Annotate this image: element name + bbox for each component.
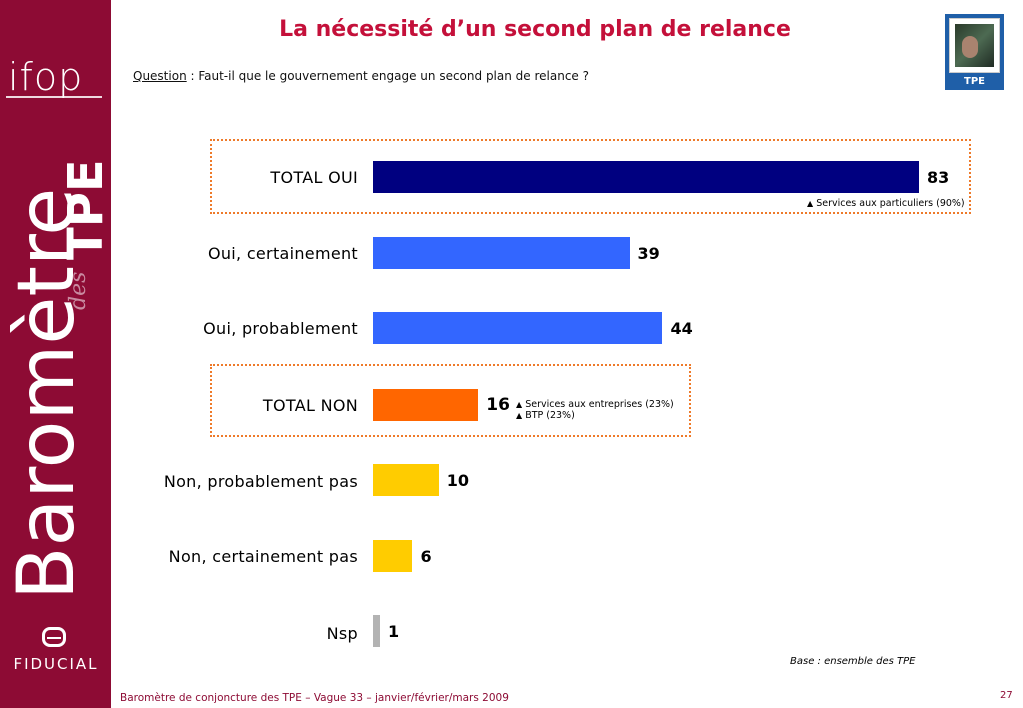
question-text: Question : Faut-il que le gouvernement e… [133, 69, 589, 83]
tpe-photo [949, 18, 1000, 73]
fiducial-icon [42, 627, 66, 647]
question-body: : Faut-il que le gouvernement engage un … [186, 69, 589, 83]
category-label: TOTAL OUI [270, 168, 358, 187]
bar-non-probablement-pas [373, 464, 439, 496]
person-icon [962, 36, 978, 58]
bar-non-certainement-pas [373, 540, 413, 572]
ifop-logo-underline [6, 96, 102, 98]
tpe-badge: TPE [945, 14, 1004, 90]
data-label: 83 [927, 168, 950, 187]
up-triangle-icon: ▲ [516, 411, 523, 420]
category-label: TOTAL NON [262, 396, 358, 415]
category-label: Non, probablement pas [163, 472, 358, 491]
category-label: Oui, probablement [203, 319, 358, 338]
data-label: 44 [670, 319, 693, 338]
annotation-text: BTP (23%) [525, 410, 575, 421]
bar-oui-certainement [373, 237, 630, 269]
fiducial-logo: FIDUCIAL [13, 655, 99, 673]
ifop-logo: ifop [8, 55, 84, 99]
annotation-text: Services aux entreprises (23%) [525, 399, 674, 410]
bar-nsp [373, 615, 380, 647]
annotation-total-non-1: ▲ Services aux entreprises (23%) [516, 399, 674, 410]
up-triangle-icon: ▲ [807, 199, 814, 208]
base-note: Base : ensemble des TPE [790, 656, 916, 667]
question-label: Question [133, 69, 187, 83]
data-label: 1 [388, 622, 400, 641]
bar-total-non [373, 389, 479, 421]
up-triangle-icon: ▲ [516, 400, 523, 409]
bar-total-oui [373, 161, 919, 193]
data-label: 6 [420, 547, 432, 566]
annotation-total-non-2: ▲ BTP (23%) [516, 410, 575, 421]
category-label: Oui, certainement [207, 244, 358, 263]
page-title: La nécessité d’un second plan de relance [279, 17, 791, 42]
annotation-total-oui: ▲ Services aux particuliers (90%) [807, 198, 965, 209]
data-label: 16 [486, 395, 510, 415]
category-label: Non, certainement pas [168, 547, 358, 566]
annotation-text: Services aux particuliers (90%) [816, 198, 965, 209]
data-label: 10 [446, 471, 470, 490]
page-number: 27 [1000, 690, 1013, 701]
tpe-badge-label: TPE [964, 76, 985, 87]
brand-sidebar: ifop Baromètre des TPE FIDUCIAL [0, 0, 114, 708]
photo-background [955, 24, 994, 67]
total-oui-highlight-box [210, 139, 971, 214]
category-label: Nsp [326, 624, 358, 643]
data-label: 39 [637, 244, 660, 263]
total-non-highlight-box [210, 364, 691, 437]
footer-source: Baromètre de conjoncture des TPE – Vague… [120, 692, 509, 704]
des-wordmark: des [66, 271, 91, 310]
bar-oui-probablement [373, 312, 663, 344]
